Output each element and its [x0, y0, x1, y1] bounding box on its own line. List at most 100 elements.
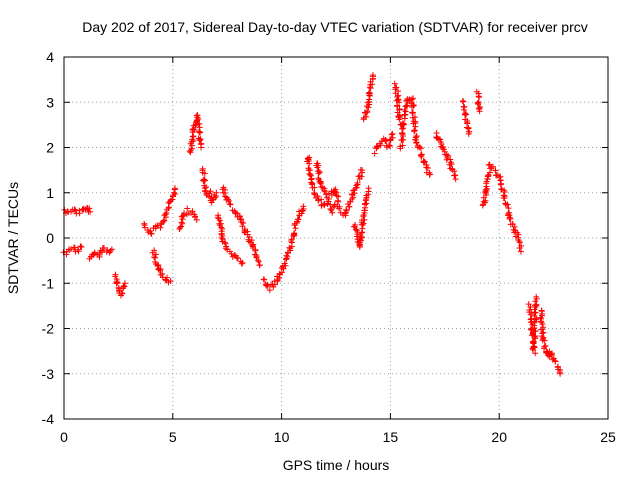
data-point: [318, 183, 325, 190]
data-point: [261, 276, 268, 283]
data-point: [157, 224, 164, 231]
data-point: [503, 201, 510, 208]
data-point: [315, 197, 322, 204]
y-tick-label: -3: [42, 366, 55, 382]
data-point: [343, 207, 350, 214]
data-point: [154, 222, 161, 229]
data-point: [196, 136, 203, 143]
data-point: [325, 196, 332, 203]
data-point: [295, 216, 302, 223]
data-point: [329, 209, 336, 216]
data-point: [316, 169, 323, 176]
data-point: [332, 189, 339, 196]
data-point: [539, 320, 546, 327]
data-point: [365, 99, 372, 106]
data-point: [193, 216, 200, 223]
data-point: [527, 326, 534, 333]
data-point: [225, 197, 232, 204]
data-point: [234, 255, 241, 262]
data-point: [498, 185, 505, 192]
data-point: [369, 81, 376, 88]
data-point: [260, 276, 267, 283]
data-point: [361, 201, 368, 208]
data-point: [249, 242, 256, 249]
data-point: [77, 243, 84, 250]
data-point: [75, 248, 82, 255]
data-point: [402, 111, 409, 118]
data-point: [412, 136, 419, 143]
data-point: [400, 120, 407, 127]
data-point: [351, 223, 358, 230]
data-point: [60, 249, 67, 256]
data-point: [417, 152, 424, 159]
data-point: [219, 236, 226, 243]
data-point: [153, 251, 160, 258]
data-point: [532, 309, 539, 316]
data-point: [114, 279, 121, 286]
data-point: [451, 172, 458, 179]
data-point: [552, 358, 559, 365]
data-point: [219, 232, 226, 239]
data-point: [506, 214, 513, 221]
y-tick-label: 3: [46, 94, 54, 110]
data-point: [154, 262, 161, 269]
data-point: [501, 195, 508, 202]
data-point: [196, 128, 203, 135]
data-point: [360, 213, 367, 220]
data-point: [420, 159, 427, 166]
data-point: [221, 239, 228, 246]
data-point: [283, 252, 290, 259]
data-point: [292, 225, 299, 232]
data-point: [476, 108, 483, 115]
data-point: [366, 89, 373, 96]
data-point: [382, 138, 389, 145]
data-point: [486, 161, 493, 168]
data-point: [409, 109, 416, 116]
data-point: [160, 218, 167, 225]
data-point: [374, 143, 381, 150]
data-point: [489, 163, 496, 170]
data-point: [482, 186, 489, 193]
data-point: [87, 208, 94, 215]
data-point: [366, 90, 373, 97]
y-tick-label: 4: [46, 49, 54, 65]
data-point: [311, 184, 318, 191]
data-point: [171, 185, 178, 192]
data-point: [531, 319, 538, 326]
data-point: [78, 244, 85, 251]
data-point: [198, 144, 205, 151]
data-points: [60, 72, 564, 377]
data-point: [460, 106, 467, 113]
data-point: [459, 97, 466, 104]
data-point: [177, 224, 184, 231]
data-point: [113, 280, 120, 287]
data-point: [387, 142, 394, 149]
data-point: [448, 161, 455, 168]
data-point: [71, 206, 78, 213]
data-point: [256, 262, 263, 269]
x-tick-label: 15: [383, 429, 399, 445]
data-point: [120, 282, 127, 289]
data-point: [539, 330, 546, 337]
data-point: [437, 136, 444, 143]
data-point: [369, 72, 376, 79]
data-point: [300, 203, 307, 210]
data-point: [531, 334, 538, 341]
data-point: [288, 236, 295, 243]
data-point: [396, 116, 403, 123]
x-tick-label: 25: [600, 429, 616, 445]
data-point: [195, 120, 202, 127]
data-point: [441, 148, 448, 155]
data-point: [540, 329, 547, 336]
data-point: [532, 316, 539, 323]
data-point: [67, 246, 74, 253]
data-point: [287, 247, 294, 254]
data-point: [147, 230, 154, 237]
data-point: [548, 351, 555, 358]
data-point: [157, 266, 164, 273]
data-point: [418, 151, 425, 158]
x-tick-label: 20: [491, 429, 507, 445]
data-point: [358, 229, 365, 236]
data-point: [149, 249, 156, 256]
data-point: [353, 182, 360, 189]
